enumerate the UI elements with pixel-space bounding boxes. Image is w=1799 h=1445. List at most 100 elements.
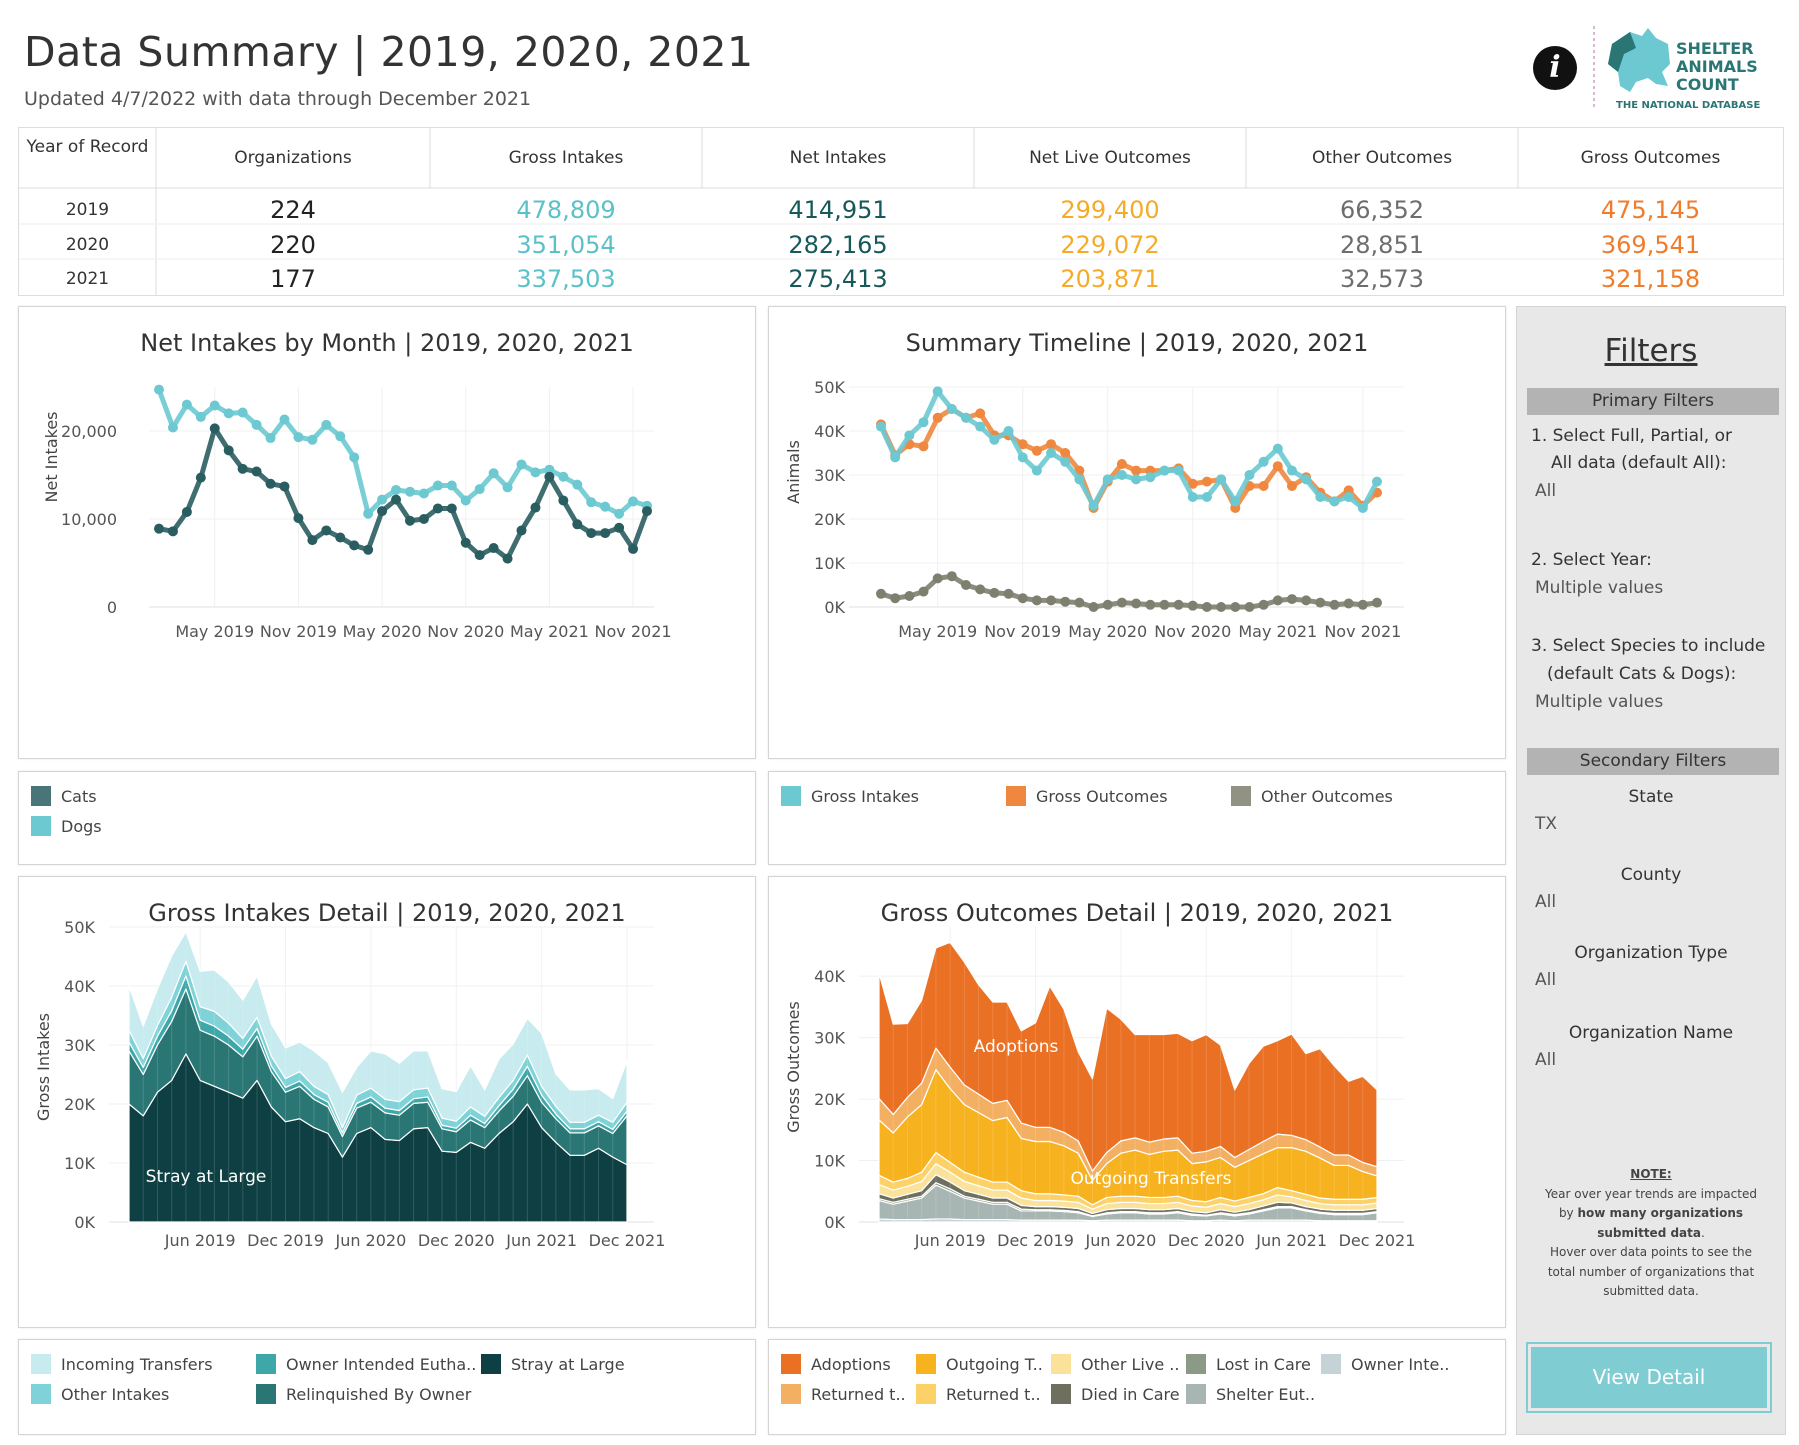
cell-net-intakes: 414,951 <box>788 196 888 224</box>
filter-species-value[interactable]: Multiple values <box>1535 692 1664 712</box>
filter-species-label: 3. Select Species to include <box>1531 636 1766 656</box>
data-point <box>932 573 943 584</box>
gross-outcomes-legend: Adoptions Outgoing T.. Other Live .. Los… <box>768 1339 1506 1435</box>
gross-intakes-legend: Incoming Transfers Owner Intended Eutha.… <box>18 1339 756 1435</box>
y-axis-title: Animals <box>784 440 803 504</box>
data-point <box>946 404 957 414</box>
legend-item-relinquished-by-owner[interactable]: Relinquished By Owner <box>256 1384 471 1404</box>
legend-item-shelter-euthanasia[interactable]: Shelter Eut.. <box>1186 1384 1315 1404</box>
data-point <box>876 588 886 599</box>
logo-line1: SHELTER <box>1676 39 1754 58</box>
legend-item-returned-to-owner[interactable]: Returned t.. <box>781 1384 906 1404</box>
legend-item-lost-in-care[interactable]: Lost in Care <box>1186 1354 1311 1374</box>
gross-outcomes-chart[interactable]: Jun 2019 Dec 2019 Jun 2020 Dec 2020 Jun 2021… <box>769 877 1505 1327</box>
area-incoming-transfers <box>128 931 628 1129</box>
filter-state-value[interactable]: TX <box>1535 814 1558 834</box>
data-point <box>251 466 262 477</box>
area-annotation: Outgoing Transfers <box>1071 1169 1232 1189</box>
data-point <box>572 519 583 530</box>
x-tick-label: Nov 2019 <box>984 622 1061 641</box>
legend-item-incoming-transfers[interactable]: Incoming Transfers <box>31 1354 213 1374</box>
data-point <box>223 445 234 456</box>
filters-title: Filters <box>1604 333 1698 369</box>
data-point <box>1031 595 1042 606</box>
data-point <box>432 480 443 491</box>
legend-item-other-live[interactable]: Other Live .. <box>1051 1354 1179 1374</box>
data-point <box>544 471 555 482</box>
filter-county-value[interactable]: All <box>1535 892 1557 912</box>
logo-line3: COUNT <box>1676 75 1739 94</box>
legend-item-gross-intakes[interactable]: Gross Intakes <box>781 786 919 806</box>
legend-item-dogs[interactable]: Dogs <box>31 816 102 836</box>
legend-item-stray-at-large[interactable]: Stray at Large <box>481 1354 625 1374</box>
data-point <box>1216 474 1227 485</box>
legend-item-gross-outcomes[interactable]: Gross Outcomes <box>1006 786 1168 806</box>
data-point <box>1187 492 1198 502</box>
data-point <box>209 400 220 411</box>
data-point <box>904 430 915 441</box>
header-other-outcomes: Other Outcomes <box>1311 148 1453 168</box>
legend-item-cats[interactable]: Cats <box>31 786 97 806</box>
filter-data-completeness-value[interactable]: All <box>1535 481 1557 501</box>
y-tick-label: 10K <box>814 1152 845 1171</box>
note-line-2: by how many organizations <box>1558 1206 1744 1220</box>
legend-item-owner-intended[interactable]: Owner Inte.. <box>1321 1354 1449 1374</box>
legend-item-owner-intended-euthanasia[interactable]: Owner Intended Eutha.. <box>256 1354 476 1374</box>
x-tick-label: Nov 2020 <box>1154 622 1231 641</box>
note-title: NOTE: <box>1630 1167 1672 1181</box>
data-point <box>363 508 374 519</box>
net-intakes-chart[interactable]: May 2019 Nov 2019 May 2020 Nov 2020 May 2021… <box>19 307 755 758</box>
filter-org-type-label: Organization Type <box>1574 943 1728 963</box>
cell-year: 2019 <box>65 200 110 220</box>
data-point <box>876 421 886 432</box>
data-point <box>1060 448 1071 458</box>
x-tick-label: Dec 2021 <box>1339 1231 1416 1250</box>
legend-item-other-outcomes[interactable]: Other Outcomes <box>1231 786 1393 806</box>
data-point <box>1201 602 1212 612</box>
series-gross-intakes <box>876 386 1382 513</box>
gross-intakes-panel: Gross Intakes Detail | 2019, 2020, 2021 … <box>18 876 756 1328</box>
data-point <box>460 537 471 548</box>
cell-gross-intakes: 351,054 <box>516 231 616 259</box>
data-point <box>1102 474 1113 485</box>
note-line-5: total number of organizations that <box>1547 1264 1755 1279</box>
data-point <box>642 506 652 517</box>
header-year-of-record: Year of Record <box>26 137 149 157</box>
data-point <box>1286 481 1297 491</box>
y-tick-label: 40K <box>814 422 845 441</box>
filter-year-value[interactable]: Multiple values <box>1535 578 1664 598</box>
legend-item-returned-to-field[interactable]: Returned t.. <box>916 1384 1041 1404</box>
data-point <box>1088 602 1099 612</box>
y-tick-label: 20,000 <box>61 422 117 441</box>
filter-org-type-value[interactable]: All <box>1535 970 1557 990</box>
legend-item-outgoing-transfers[interactable]: Outgoing T.. <box>916 1354 1043 1374</box>
legend-item-adoptions[interactable]: Adoptions <box>781 1354 891 1374</box>
summary-timeline-chart[interactable]: May 2019 Nov 2019 May 2020 Nov 2020 May 2021… <box>769 307 1505 758</box>
y-tick-label: 0K <box>74 1213 95 1232</box>
page-title: Data Summary | 2019, 2020, 2021 <box>24 28 754 76</box>
shelter-animals-count-logo: SHELTER ANIMALS COUNT THE NATIONAL DATAB… <box>1593 26 1760 111</box>
data-point <box>1315 597 1326 608</box>
x-tick-label: Dec 2019 <box>247 1231 324 1250</box>
data-point <box>1031 465 1042 476</box>
filters-note: NOTE: Year over year trends are impacted… <box>1517 1165 1785 1302</box>
net-intakes-panel: Net Intakes by Month | 2019, 2020, 2021 … <box>18 306 756 759</box>
cell-net-live-outcomes: 203,871 <box>1060 265 1160 293</box>
info-icon[interactable]: i <box>1533 46 1577 90</box>
data-point <box>1357 503 1368 513</box>
y-tick-label: 50K <box>64 918 95 937</box>
data-point <box>349 540 360 551</box>
x-tick-label: Jun 2020 <box>334 1231 406 1250</box>
data-point <box>1301 595 1312 606</box>
view-detail-button[interactable]: View Detail <box>1526 1342 1772 1413</box>
filter-species-label-2: (default Cats & Dogs): <box>1547 664 1737 684</box>
data-point <box>1173 465 1184 476</box>
legend-item-other-intakes[interactable]: Other Intakes <box>31 1384 169 1404</box>
filter-org-name-value[interactable]: All <box>1535 1050 1557 1070</box>
gross-intakes-chart[interactable]: Jun 2019 Dec 2019 Jun 2020 Dec 2020 Jun 2021… <box>19 877 755 1327</box>
net-intakes-legend: Cats Dogs <box>18 771 756 865</box>
data-point <box>237 463 248 474</box>
legend-item-died-in-care[interactable]: Died in Care <box>1051 1384 1180 1404</box>
data-point <box>946 571 957 582</box>
data-point <box>1372 597 1382 608</box>
